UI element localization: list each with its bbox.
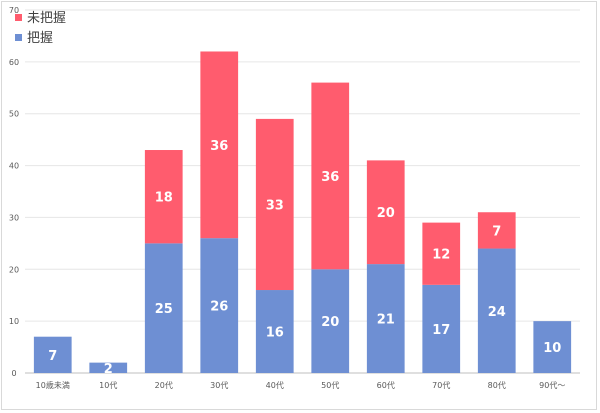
x-category-label: 80代 [488,380,506,390]
bar-unknown [477,212,516,249]
data-label: 24 [488,305,506,320]
legend-label: 未把握 [27,11,66,26]
x-category-label: 40代 [266,380,284,390]
x-category-label: 60代 [377,380,395,390]
data-label: 33 [266,198,284,213]
bar-known [144,243,183,373]
y-tick-label: 10 [9,317,19,326]
legend-swatch [15,14,22,21]
x-category-label: 30代 [210,380,228,390]
bar-known [422,284,461,373]
data-label: 10 [543,341,561,356]
bars [33,51,572,373]
data-label: 20 [321,315,339,330]
bar-known [311,269,350,373]
x-category-label: 70代 [432,380,450,390]
x-category-label: 10歳未満 [36,380,70,390]
data-label: 16 [266,326,284,341]
data-label: 21 [377,313,395,328]
bar-unknown [255,118,294,291]
x-category-label: 20代 [155,380,173,390]
data-label: 17 [432,323,450,338]
data-label: 20 [377,206,395,221]
bar-known [477,248,516,373]
x-axis-categories: 10歳未満 10代 20代 30代 40代 50代 60代 70代 80代 90代～ [36,380,566,390]
bar-unknown [144,150,183,244]
data-label: 26 [210,300,228,315]
bar-known [533,321,572,373]
legend-swatch [15,34,22,41]
x-category-label: 50代 [321,380,339,390]
data-label: 7 [492,224,501,239]
bar-known [255,290,294,373]
data-label: 2 [104,362,113,377]
data-label: 36 [321,170,339,185]
data-label: 7 [48,349,57,364]
x-category-label: 10代 [99,380,117,390]
y-tick-label: 20 [9,265,19,274]
data-label: 12 [432,248,450,263]
y-tick-label: 70 [9,6,19,15]
y-axis-ticks: 0 10 20 30 40 50 60 70 [9,6,19,378]
y-tick-label: 40 [9,162,19,171]
data-label: 36 [210,139,228,154]
bar-unknown [200,51,239,239]
y-tick-label: 50 [9,110,19,119]
legend-label: 把握 [27,31,53,46]
data-label: 25 [155,302,173,317]
bar-unknown [311,82,350,270]
x-category-label: 90代～ [539,380,565,390]
y-tick-label: 60 [9,58,19,67]
bar-unknown [422,222,461,285]
bar-known [33,336,72,373]
data-labels: 7 2 25 18 26 36 16 33 20 36 21 20 17 12 24 7 10 [48,139,561,377]
bar-known [200,238,239,373]
bar-unknown [366,160,405,265]
data-label: 18 [155,191,173,206]
y-tick-label: 0 [11,369,16,378]
bar-known [366,264,405,373]
bar-known [89,362,128,373]
y-tick-label: 30 [9,213,19,222]
